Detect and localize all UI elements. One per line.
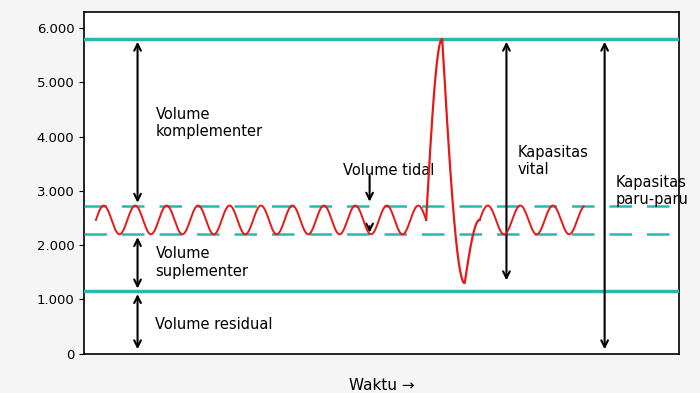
Text: Volume
suplementer: Volume suplementer: [155, 246, 248, 279]
Text: Volume tidal: Volume tidal: [343, 163, 434, 178]
Text: Kapasitas
vital: Kapasitas vital: [517, 145, 588, 177]
Text: Waktu →: Waktu →: [349, 378, 414, 393]
Text: Volume residual: Volume residual: [155, 318, 273, 332]
Text: Volume
komplementer: Volume komplementer: [155, 107, 262, 139]
Text: Kapasitas
paru-paru: Kapasitas paru-paru: [615, 174, 688, 207]
